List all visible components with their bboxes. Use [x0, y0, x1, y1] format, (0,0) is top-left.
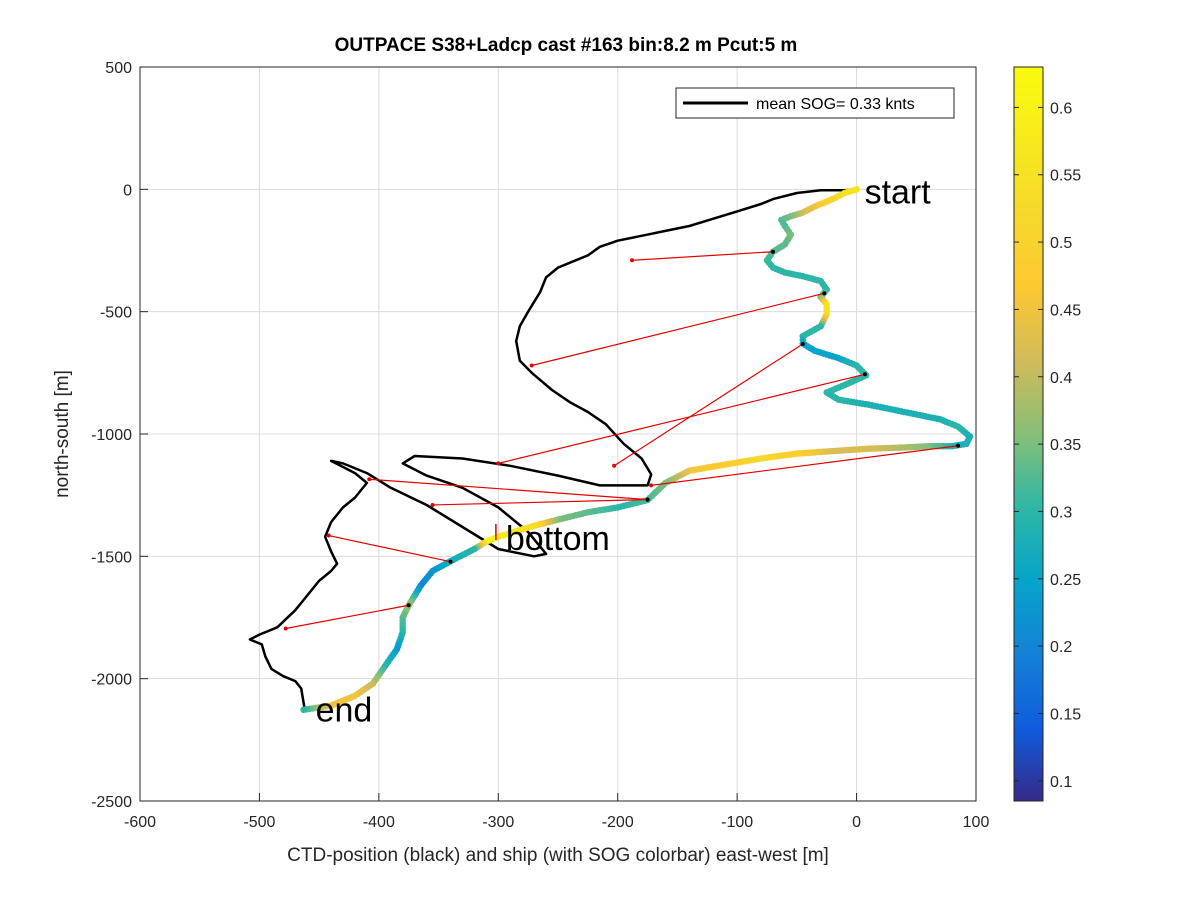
ship-track-points: [300, 186, 974, 714]
y-tick-label: 500: [105, 60, 132, 77]
colorbar-tick-label: 0.35: [1050, 437, 1081, 454]
ship-marker: [800, 341, 805, 346]
ship-point: [300, 706, 307, 714]
colorbar-tick-label: 0.45: [1050, 302, 1081, 319]
colorbar: [1013, 66, 1044, 802]
x-tick-label: -200: [602, 814, 634, 831]
y-tick-label: 0: [123, 182, 132, 199]
link-segments: [283, 249, 961, 631]
link-segment: [498, 373, 866, 464]
y-tick-label: -2000: [91, 672, 132, 689]
x-tick-label: -600: [124, 814, 156, 831]
colorbar-tick-label: 0.55: [1050, 168, 1081, 185]
colorbar-tick-label: 0.25: [1050, 572, 1081, 589]
x-tick-label: 100: [963, 814, 990, 831]
x-tick-label: -500: [243, 814, 275, 831]
ctd-marker: [430, 502, 435, 507]
ship-marker: [862, 372, 867, 377]
y-tick-label: -2500: [91, 794, 132, 811]
link-segment: [632, 251, 774, 261]
colorbar-tick-label: 0.2: [1050, 639, 1072, 656]
ctd-marker: [283, 626, 288, 631]
annotations: start bottom end: [316, 173, 932, 729]
colorbar-tick-label: 0.5: [1050, 235, 1072, 252]
ctd-marker: [367, 477, 372, 482]
y-axis-label: north-south [m]: [52, 370, 73, 498]
ctd-path: [248, 188, 857, 710]
ship-marker: [645, 497, 650, 502]
ctd-marker: [529, 363, 534, 368]
x-tick-label: -100: [721, 814, 753, 831]
link-segment: [369, 478, 648, 501]
ctd-marker: [612, 463, 617, 468]
x-tick-label: -400: [363, 814, 395, 831]
legend-entry: mean SOG= 0.33 knts: [756, 96, 915, 113]
ctd-track-line: [248, 188, 857, 710]
colorbar-tick-label: 0.4: [1050, 370, 1072, 387]
ctd-marker: [630, 258, 635, 263]
ship-marker: [822, 291, 827, 296]
colorbar-tick-label: 0.3: [1050, 504, 1072, 521]
x-tick-label: -300: [482, 814, 514, 831]
annotation-end: end: [316, 692, 373, 730]
ctd-marker: [496, 461, 501, 466]
ship-marker: [448, 559, 453, 564]
colorbar-ticks: 0.1 0.15 0.2 0.25 0.3 0.35 0.4 0.45 0.5 0.55 0.6: [1014, 100, 1081, 791]
ship-marker: [956, 443, 961, 448]
ctd-marker: [649, 483, 654, 488]
y-tick-label: -500: [100, 305, 132, 322]
link-segment: [285, 604, 409, 630]
x-tick-label: 0: [852, 814, 861, 831]
annotation-bottom: bottom: [506, 520, 610, 558]
ship-marker: [770, 249, 775, 254]
annotation-start: start: [865, 173, 932, 211]
link-segment: [432, 498, 648, 506]
y-tick-label: -1500: [91, 549, 132, 566]
colorbar-tick-label: 0.6: [1050, 100, 1072, 117]
y-tick-label: -1000: [91, 427, 132, 444]
link-segment: [328, 534, 451, 563]
legend: mean SOG= 0.33 knts: [675, 87, 955, 119]
ctd-marker: [326, 533, 331, 538]
link-segment: [651, 445, 959, 486]
x-axis-label: CTD-position (black) and ship (with SOG …: [287, 845, 829, 866]
chart-title: OUTPACE S38+Ladcp cast #163 bin:8.2 m Pc…: [335, 35, 798, 56]
link-segment: [613, 343, 804, 467]
colorbar-tick-label: 0.15: [1050, 706, 1081, 723]
colorbar-tick-label: 0.1: [1050, 774, 1072, 791]
ship-marker: [406, 603, 411, 608]
y-axis-ticks: 500 0 -500 -1000 -1500 -2000 -2500: [91, 60, 148, 811]
data-layer: [248, 186, 974, 714]
link-segment: [531, 292, 825, 367]
x-axis-ticks: -600 -500 -400 -300 -200 -100 0 100: [124, 793, 989, 831]
